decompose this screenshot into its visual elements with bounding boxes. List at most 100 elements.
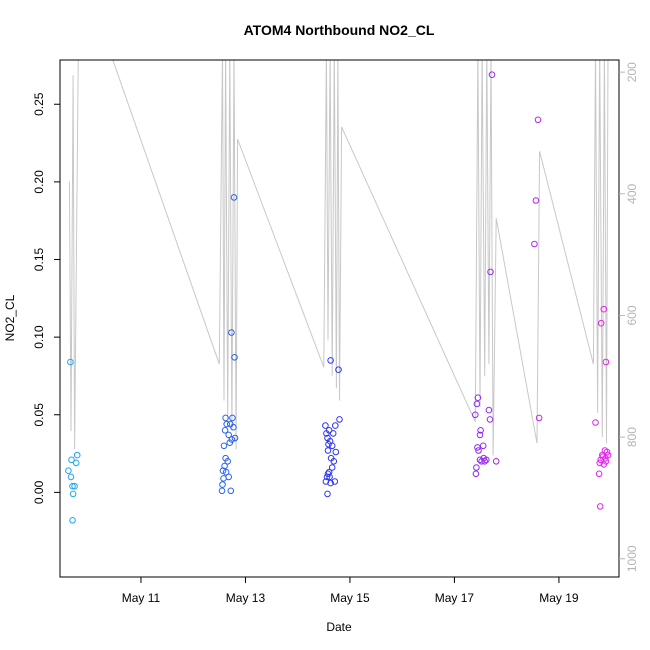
data-point: [327, 357, 334, 364]
data-point: [596, 503, 604, 510]
data-point: [483, 456, 490, 464]
data-point: [479, 442, 487, 450]
data-point: [67, 358, 74, 366]
data-point: [492, 458, 500, 465]
data-point: [597, 319, 605, 327]
data-point: [473, 400, 481, 408]
data-point: [329, 430, 337, 437]
data-point: [534, 116, 542, 124]
data-point: [332, 448, 340, 456]
data-point: [332, 422, 339, 429]
data-point: [335, 366, 342, 374]
data-point: [604, 451, 612, 459]
chart-title: ATOM4 Northbound NO2_CL: [244, 22, 435, 38]
right-tick-label: 200: [625, 62, 639, 82]
right-axis: 200 400 600 800 1000: [619, 62, 639, 572]
y-axis-label: NO2_CL: [3, 294, 17, 341]
data-point: [474, 444, 481, 451]
data-point: [228, 329, 235, 336]
x-tick-label: May 19: [539, 591, 579, 605]
data-point: [220, 442, 228, 450]
y-tick-label: 0.00: [32, 480, 46, 504]
y-tick-label: 0.10: [32, 325, 46, 349]
data-point: [71, 482, 78, 490]
y-tick-label: 0.15: [32, 247, 46, 271]
data-point: [219, 467, 227, 475]
data-point: [221, 427, 229, 434]
data-point: [230, 194, 238, 201]
data-point: [602, 358, 610, 366]
data-point: [531, 240, 538, 248]
data-point: [231, 434, 239, 442]
y-tick-label: 0.20: [32, 170, 46, 194]
secondary-line: [68, 60, 609, 456]
data-point: [336, 416, 343, 423]
data-point: [65, 467, 72, 475]
data-point: [476, 456, 484, 464]
data-point: [69, 517, 76, 524]
x-axis-label: Date: [326, 620, 352, 634]
y-axis: 0.00 0.05 0.10 0.15 0.20 0.25: [32, 92, 60, 504]
right-tick-label: 600: [625, 305, 639, 325]
data-point: [326, 473, 333, 481]
data-point: [475, 447, 482, 454]
data-point: [600, 461, 608, 468]
data-point: [327, 479, 334, 487]
data-point: [231, 354, 238, 361]
data-point: [69, 490, 77, 498]
x-axis: May 11 May 13 May 15 May 17 May 19: [122, 577, 579, 605]
data-point: [472, 470, 480, 478]
data-point: [331, 478, 339, 485]
data-point: [224, 458, 231, 465]
data-point: [485, 406, 493, 414]
data-point: [227, 487, 235, 495]
y-tick-label: 0.25: [32, 92, 46, 116]
data-point: [328, 464, 336, 471]
data-point: [488, 71, 496, 78]
data-point: [472, 411, 479, 419]
data-point: [487, 268, 494, 276]
data-point: [478, 458, 485, 465]
data-point: [72, 459, 80, 467]
right-tick-label: 800: [625, 427, 639, 447]
data-point: [324, 447, 332, 454]
x-tick-label: May 15: [330, 591, 370, 605]
data-point: [322, 422, 329, 429]
data-point: [323, 473, 331, 481]
data-point: [486, 416, 494, 423]
data-point: [592, 419, 599, 426]
data-point: [230, 423, 237, 431]
data-point: [222, 414, 229, 422]
data-point: [225, 431, 232, 439]
x-tick-label: May 11: [122, 591, 161, 605]
data-point: [603, 448, 611, 456]
data-point: [223, 420, 230, 428]
data-point: [219, 481, 226, 488]
data-point: [225, 473, 232, 481]
data-point: [324, 470, 332, 478]
data-point: [595, 470, 603, 478]
data-point: [323, 430, 330, 437]
data-point: [596, 459, 604, 467]
secondary-line-layer: [68, 60, 609, 456]
data-point: [535, 414, 543, 422]
data-point: [68, 456, 75, 464]
data-point: [218, 487, 226, 495]
y-tick-label: 0.05: [32, 403, 46, 427]
data-point: [229, 414, 236, 422]
data-point: [477, 427, 484, 434]
data-point: [473, 464, 480, 471]
plot-frame: [59, 59, 620, 578]
data-point: [69, 482, 76, 490]
right-tick-label: 1000: [625, 545, 639, 572]
data-point: [73, 451, 81, 459]
x-tick-label: May 13: [226, 591, 266, 605]
data-point: [532, 197, 540, 204]
data-point: [226, 439, 234, 447]
data-point: [324, 490, 331, 498]
data-points: [65, 71, 612, 524]
right-tick-label: 400: [625, 183, 639, 203]
x-tick-label: May 17: [435, 591, 475, 605]
data-point: [476, 431, 484, 439]
